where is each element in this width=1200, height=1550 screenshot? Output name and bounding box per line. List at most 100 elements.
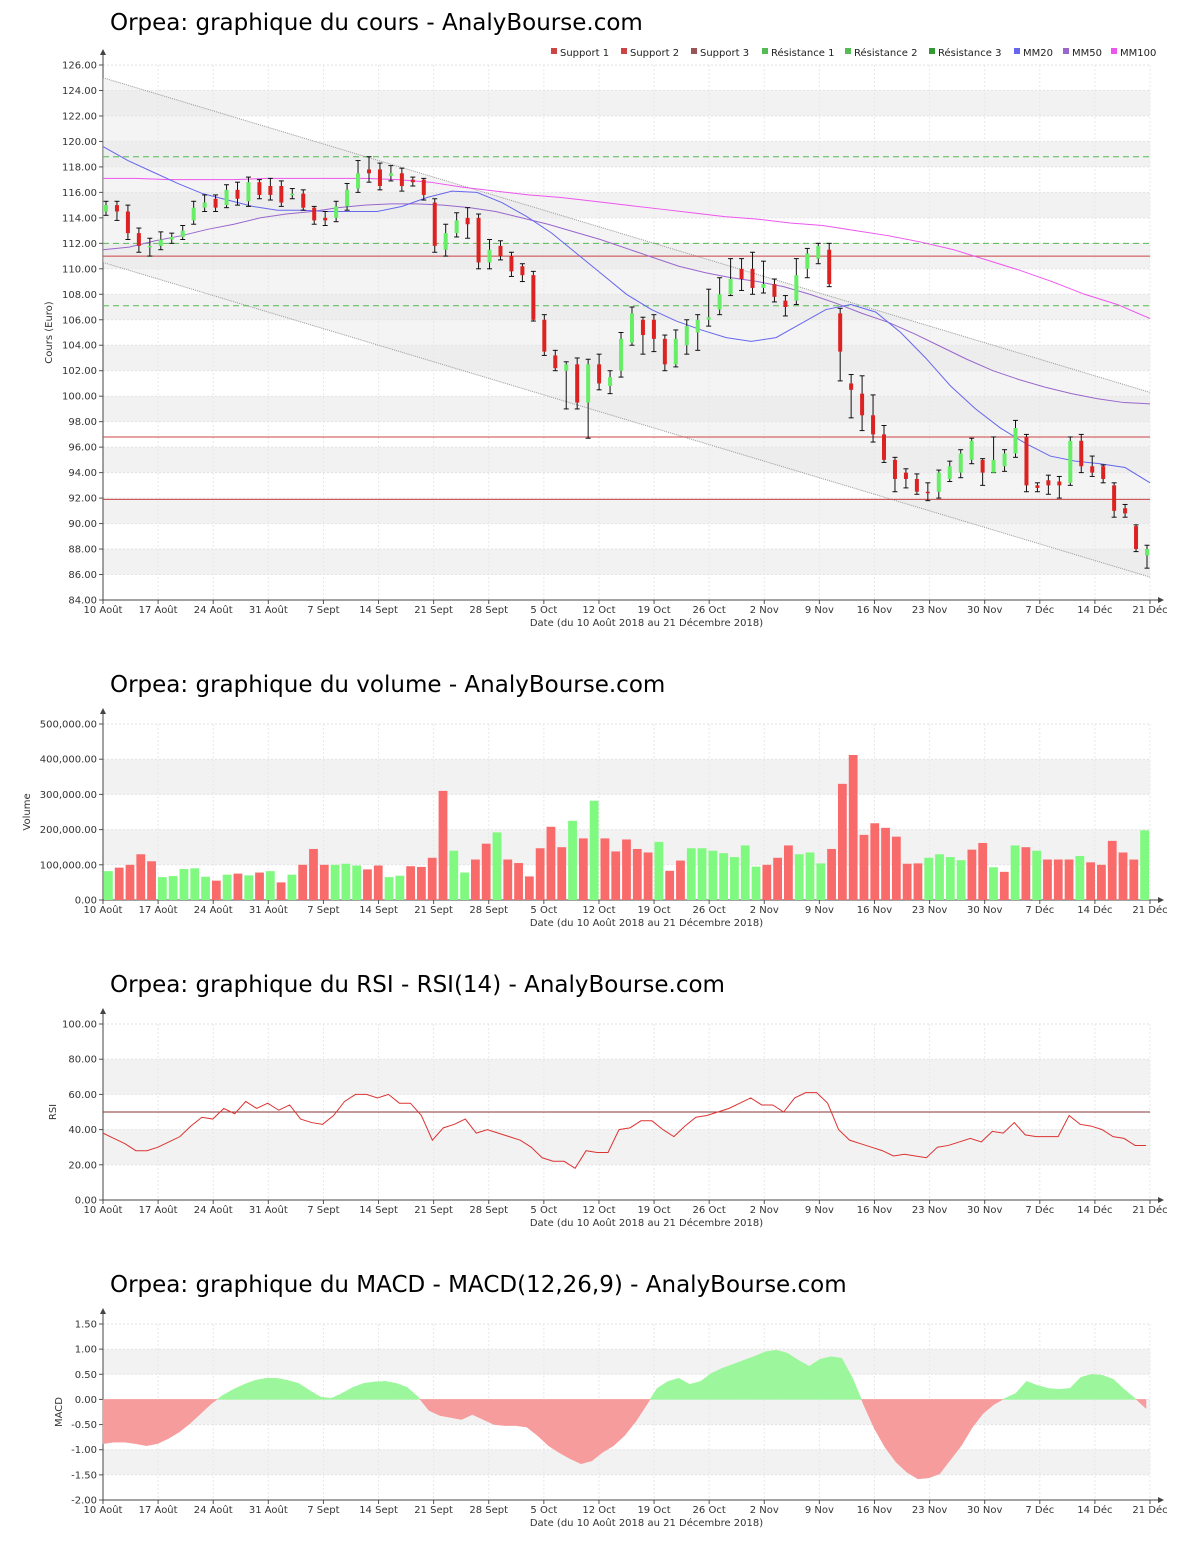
candle-body (301, 193, 306, 208)
candle-body (684, 326, 689, 346)
candle-body (1101, 466, 1106, 479)
legend-swatch (845, 48, 851, 54)
y-tick-label: 92.00 (68, 494, 97, 505)
x-tick-label: 14 Sept (359, 605, 398, 616)
grid-band (103, 759, 1150, 795)
candle-body (432, 202, 437, 246)
macd-positive-area (265, 1378, 278, 1400)
x-tick-label: 26 Oct (693, 605, 726, 616)
mm20-line (102, 146, 1151, 484)
x-tick-label: 10 Août (84, 1204, 123, 1216)
x-tick-label: 14 Déc (1077, 604, 1112, 616)
volume-bar (805, 852, 815, 900)
volume-bar (233, 873, 243, 900)
macd-positive-area (689, 1380, 701, 1400)
macd-positive-area (1134, 1397, 1137, 1400)
y-tick-label: 400,000.00 (40, 755, 97, 766)
y-tick-label: 100.00 (62, 392, 97, 403)
rsi-chart-title: Orpea: graphique du RSI - RSI(14) - Anal… (110, 972, 725, 998)
legend-swatch (621, 48, 627, 54)
macd-positive-area (656, 1380, 669, 1400)
grid-band (103, 141, 1150, 167)
volume-bar (881, 827, 890, 900)
legend-swatch (551, 48, 557, 54)
volume-bar (1097, 864, 1106, 900)
candle-body (761, 284, 766, 288)
macd-positive-area (1015, 1380, 1027, 1400)
x-tick-label: 30 Nov (967, 605, 1003, 616)
macd-chart-title: Orpea: graphique du MACD - MACD(12,26,9)… (110, 1272, 847, 1298)
y-tick-label: 116.00 (62, 188, 97, 199)
volume-bar (535, 848, 545, 900)
volume-bar (481, 843, 491, 900)
macd-negative-area (504, 1399, 517, 1426)
macd-chart-panel: Orpea: graphique du MACD - MACD(12,26,9)… (0, 1260, 1200, 1545)
x-tick-label: 16 Nov (857, 905, 893, 916)
volume-bar (104, 871, 113, 900)
x-tick-label: 26 Oct (693, 1505, 726, 1516)
volume-bar (352, 865, 362, 900)
x-tick-label: 16 Nov (857, 605, 893, 616)
volume-bar (255, 872, 264, 900)
candle-body (783, 300, 788, 308)
x-tick-label: 17 Août (139, 904, 178, 916)
macd-positive-area (254, 1378, 267, 1400)
y-tick-label: 20.00 (68, 1160, 97, 1171)
candle-body (553, 355, 558, 369)
candle-body (356, 173, 361, 189)
y-tick-label: 118.00 (62, 162, 97, 173)
volume-bar (492, 832, 502, 900)
candle-body (531, 275, 536, 320)
macd-negative-area (993, 1399, 1004, 1405)
grid-band (103, 345, 1150, 371)
macd-positive-area (1004, 1393, 1016, 1400)
volume-bar (837, 783, 847, 900)
y-tick-label: 500,000.00 (40, 720, 97, 731)
candle-body (268, 186, 273, 195)
x-tick-label: 9 Nov (805, 905, 834, 916)
x-tick-label: 31 Août (249, 1504, 288, 1516)
volume-bar (319, 864, 329, 900)
grid-band (103, 1449, 1150, 1475)
volume-bar (222, 874, 232, 900)
volume-bar (848, 754, 858, 900)
volume-bar (751, 866, 761, 900)
candle-body (191, 207, 196, 221)
y-tick-label: 124.00 (62, 86, 97, 97)
candle-body (1013, 428, 1018, 454)
volume-bar (363, 869, 372, 900)
x-tick-label: 31 Août (249, 1204, 288, 1216)
candle-body (695, 319, 700, 333)
x-tick-label: 14 Déc (1077, 1504, 1112, 1516)
volume-bar (201, 876, 210, 900)
macd-negative-area (613, 1399, 625, 1447)
x-tick-label: 5 Oct (530, 1505, 557, 1516)
candle-body (1079, 440, 1084, 467)
legend-swatch (762, 48, 768, 54)
candle-body (805, 253, 810, 269)
volume-bar (708, 850, 718, 900)
volume-bar (373, 865, 383, 900)
candle-body (564, 364, 569, 371)
volume-bar (719, 853, 729, 900)
x-axis-label: Date (du 10 Août 2018 au 21 Décembre 201… (530, 617, 763, 629)
rsi-chart-panel: Orpea: graphique du RSI - RSI(14) - Anal… (0, 960, 1200, 1240)
candle-body (366, 169, 371, 174)
volume-bar (784, 845, 793, 900)
volume-bar (157, 877, 167, 900)
candle-body (399, 173, 404, 187)
y-tick-label: -1.00 (71, 1445, 97, 1456)
x-tick-label: 19 Oct (637, 1205, 670, 1216)
volume-bar (460, 872, 469, 900)
macd-negative-area (537, 1399, 549, 1447)
macd-positive-area (385, 1381, 397, 1400)
volume-bar (999, 871, 1009, 900)
candle-body (443, 233, 448, 250)
x-tick-label: 24 Août (194, 904, 233, 916)
x-tick-label: 17 Août (139, 1204, 178, 1216)
x-tick-label: 14 Sept (359, 905, 398, 916)
y-tick-label: 120.00 (62, 137, 97, 148)
macd-positive-area (330, 1393, 343, 1400)
legend-item: Support 2 (630, 48, 679, 59)
macd-negative-area (493, 1399, 506, 1426)
